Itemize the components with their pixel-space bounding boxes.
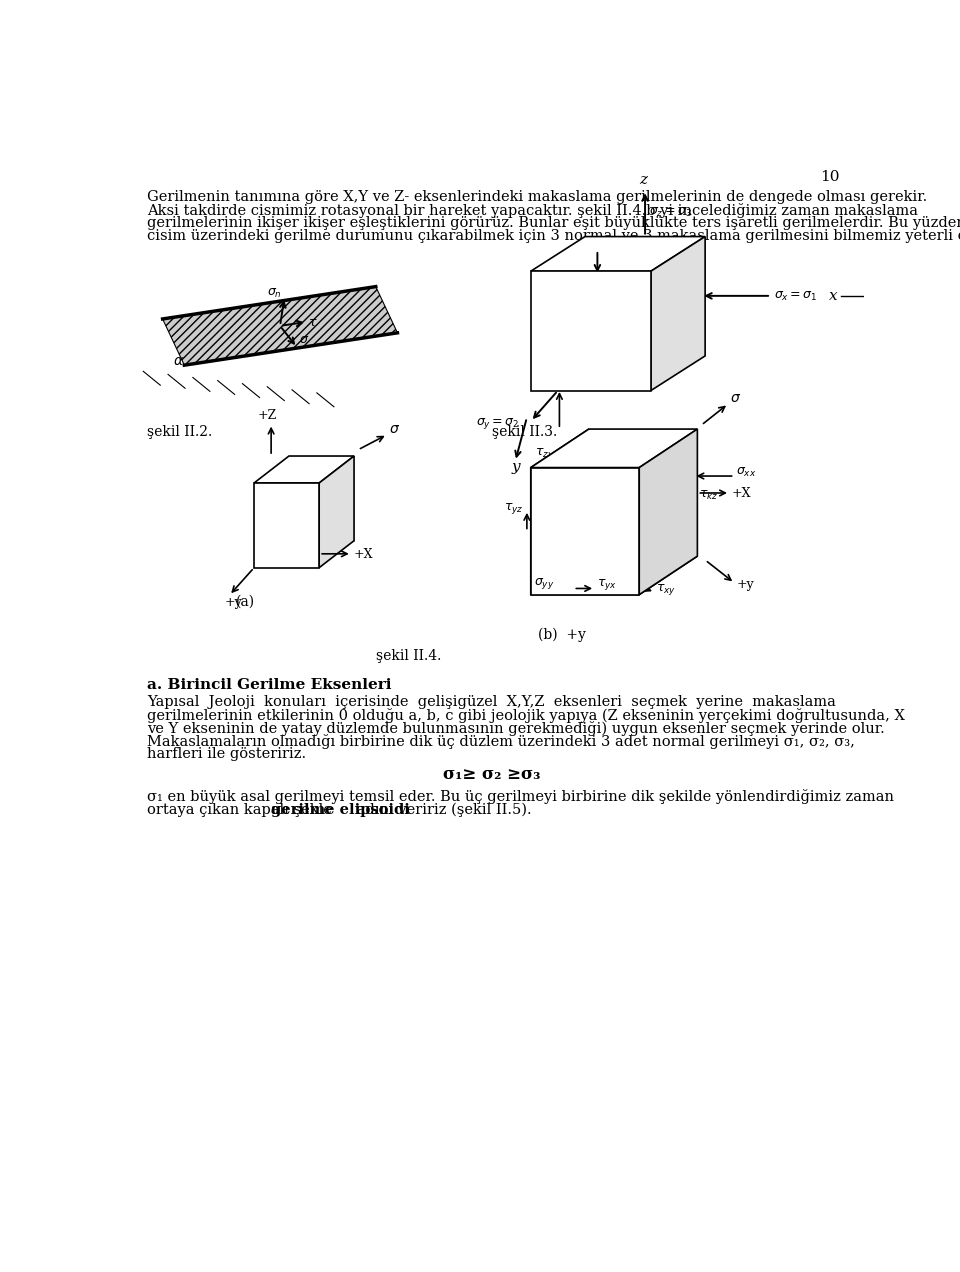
Text: $\tau_{xy}$: $\tau_{xy}$: [657, 581, 676, 597]
Text: ortaya çıkan kapalı şekle: ortaya çıkan kapalı şekle: [147, 803, 337, 817]
Text: cisim üzerindeki gerilme durumunu çıkarabilmek için 3 normal ve 3 makaslama geri: cisim üzerindeki gerilme durumunu çıkara…: [147, 229, 960, 243]
Polygon shape: [254, 483, 319, 567]
Text: $\tau_{zx}$: $\tau_{zx}$: [604, 445, 623, 459]
Polygon shape: [639, 429, 697, 594]
Text: σ₁≥ σ₂ ≥σ₃: σ₁≥ σ₂ ≥σ₃: [444, 766, 540, 784]
Text: $\sigma_{zz}$: $\sigma_{zz}$: [556, 360, 575, 373]
Text: $\sigma_z = \sigma_3$: $\sigma_z = \sigma_3$: [649, 206, 692, 219]
Text: $\sigma$: $\sigma$: [730, 391, 741, 404]
Text: Makaslamaların olmadığı birbirine dik üç düzlem üzerindeki 3 adet normal gerilme: Makaslamaların olmadığı birbirine dik üç…: [147, 734, 855, 749]
Text: $\tau_{kz}$: $\tau_{kz}$: [699, 488, 718, 501]
Text: (a): (a): [236, 595, 255, 609]
Polygon shape: [531, 429, 697, 468]
Polygon shape: [531, 556, 697, 594]
Text: 0: 0: [276, 530, 284, 543]
Text: $\tau$: $\tau$: [308, 317, 318, 329]
Text: +y: +y: [225, 597, 242, 609]
Text: y: y: [512, 459, 520, 473]
Text: adını veririz (şekil II.5).: adını veririz (şekil II.5).: [352, 803, 532, 817]
Text: $\sigma$: $\sigma$: [300, 333, 310, 346]
Polygon shape: [531, 237, 706, 271]
Text: a. Birincil Gerilme Eksenleri: a. Birincil Gerilme Eksenleri: [147, 678, 392, 692]
Polygon shape: [531, 271, 651, 391]
Text: z: z: [638, 173, 647, 187]
Text: Aksi takdirde cismimiz rotasyonal bir hareket yapacaktır. şekil II.4.b yi incele: Aksi takdirde cismimiz rotasyonal bir ha…: [147, 202, 918, 218]
Text: +X: +X: [353, 548, 372, 561]
Text: $\sigma_n$: $\sigma_n$: [268, 286, 282, 299]
Text: $\sigma_{yy}$: $\sigma_{yy}$: [534, 576, 554, 591]
Text: $\sigma_x = \sigma_1$: $\sigma_x = \sigma_1$: [774, 290, 818, 303]
Polygon shape: [651, 237, 706, 391]
Text: $\sigma_{xx}$: $\sigma_{xx}$: [736, 466, 756, 478]
Text: x: x: [829, 290, 838, 304]
Polygon shape: [254, 457, 354, 483]
Text: gerilme elipsoidi: gerilme elipsoidi: [271, 803, 410, 817]
Text: σ₁ en büyük asal gerilmeyi temsil eder. Bu üç gerilmeyi birbirine dik şekilde yö: σ₁ en büyük asal gerilmeyi temsil eder. …: [147, 790, 894, 804]
Text: 10: 10: [820, 169, 839, 183]
Text: $\tau_{zy}$: $\tau_{zy}$: [535, 445, 554, 460]
Text: ve Y ekseninin de yatay düzlemde bulunmasının gerekmediği) uygun eksenler seçmek: ve Y ekseninin de yatay düzlemde bulunma…: [147, 721, 885, 736]
Text: şekil II.3.: şekil II.3.: [492, 425, 557, 439]
Text: $\sigma$: $\sigma$: [389, 422, 400, 436]
Text: şekil II.4.: şekil II.4.: [375, 649, 442, 663]
Text: +y: +y: [736, 579, 754, 591]
Text: $\tau_{yz}$: $\tau_{yz}$: [504, 501, 523, 516]
Text: $\alpha$: $\alpha$: [173, 354, 183, 368]
Polygon shape: [531, 468, 639, 594]
Text: (b)  +y: (b) +y: [539, 628, 587, 642]
Text: Yapısal  Jeoloji  konuları  içerisinde  gelişigüzel  X,Y,Z  eksenleri  seçmek  y: Yapısal Jeoloji konuları içerisinde geli…: [147, 695, 836, 709]
Text: gerilmelerinin ikişer ikişer eşleştiklerini görürüz. Bunlar eşit büyüklükte ters: gerilmelerinin ikişer ikişer eşleştikler…: [147, 216, 960, 230]
Text: $\tau_{yx}$: $\tau_{yx}$: [596, 577, 616, 593]
Text: +X: +X: [732, 487, 751, 500]
Text: şekil II.2.: şekil II.2.: [147, 425, 212, 439]
Polygon shape: [162, 286, 397, 365]
Text: harfleri ile gösteririz.: harfleri ile gösteririz.: [147, 747, 306, 761]
Text: $\sigma_y = \sigma_2$: $\sigma_y = \sigma_2$: [476, 416, 519, 430]
Text: gerilmelerinin etkilerinin 0 olduğu a, b, c gibi jeolojik yapıya (Z ekseninin ye: gerilmelerinin etkilerinin 0 olduğu a, b…: [147, 707, 905, 722]
Polygon shape: [319, 457, 354, 567]
Polygon shape: [531, 429, 588, 594]
Text: +Z: +Z: [257, 410, 276, 422]
Text: +Z: +Z: [545, 374, 564, 388]
Text: Gerilmenin tanımına göre X,Y ve Z- eksenlerindeki makaslama gerilmelerinin de de: Gerilmenin tanımına göre X,Y ve Z- eksen…: [147, 190, 927, 204]
